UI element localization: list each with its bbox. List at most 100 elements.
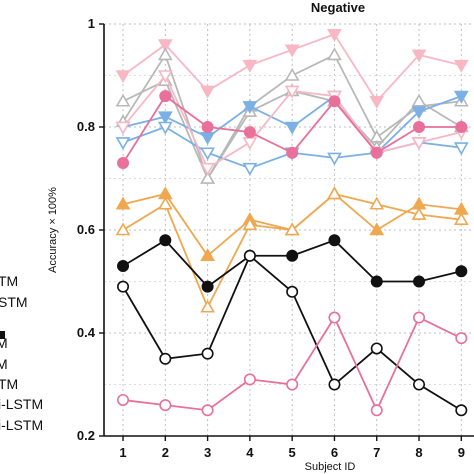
x-tick-label-9: 9 xyxy=(458,445,465,460)
data-point-10-1 xyxy=(117,260,130,273)
y-tick-label-4: 0.8 xyxy=(77,119,95,134)
data-point-7-5 xyxy=(286,146,299,159)
y-tick-label-1: 0.2 xyxy=(77,428,95,443)
data-point-12-5 xyxy=(286,378,299,391)
legend-entry-7: i-LSTM xyxy=(0,417,43,433)
data-point-1-7 xyxy=(369,95,385,109)
x-tick-label-8: 8 xyxy=(415,445,422,460)
data-point-8-1 xyxy=(115,196,131,210)
data-point-2-2 xyxy=(157,47,173,61)
data-point-5-1 xyxy=(115,137,131,151)
data-point-5-2 xyxy=(157,121,173,135)
data-point-11-4 xyxy=(243,249,256,262)
data-point-7-9 xyxy=(455,121,468,134)
series-7 xyxy=(117,90,468,170)
x-tick-label-2: 2 xyxy=(162,445,169,460)
data-point-7-6 xyxy=(328,95,341,108)
data-point-7-3 xyxy=(201,121,214,134)
data-point-9-8 xyxy=(411,206,427,220)
data-point-11-9 xyxy=(455,404,468,417)
x-tick-label-4: 4 xyxy=(246,445,254,460)
data-point-7-1 xyxy=(117,157,130,170)
series-9 xyxy=(115,186,469,313)
data-point-10-5 xyxy=(286,249,299,262)
data-point-4-4 xyxy=(242,101,258,115)
y-tick-label-2: 0.4 xyxy=(77,325,96,340)
data-point-9-6 xyxy=(327,186,342,200)
legend-entry-3: M xyxy=(0,335,8,351)
series-line-12 xyxy=(122,315,462,413)
data-point-10-8 xyxy=(413,275,426,288)
data-point-4-9 xyxy=(453,90,469,104)
axes: 0.2 0.4 0.6 0.8 1 1 2 3 4 5 6 7 8 9 xyxy=(77,16,474,460)
data-point-3-3 xyxy=(200,170,215,184)
data-point-1-6 xyxy=(327,28,342,42)
y-axis-label: Accuracy × 100% xyxy=(47,187,59,273)
legend-entry-2: STM xyxy=(0,294,28,310)
data-point-4-8 xyxy=(411,106,427,120)
data-point-10-9 xyxy=(455,265,468,278)
data-point-1-9 xyxy=(453,59,469,73)
x-tick-label-3: 3 xyxy=(204,445,211,460)
data-point-9-9 xyxy=(453,212,469,225)
data-point-12-4 xyxy=(243,373,256,386)
data-point-5-9 xyxy=(453,142,469,156)
y-tick-label-3: 0.6 xyxy=(77,222,95,237)
data-point-12-1 xyxy=(117,393,130,406)
data-point-9-1 xyxy=(115,222,131,236)
data-point-6-1 xyxy=(115,121,131,135)
data-point-1-5 xyxy=(284,44,300,58)
data-point-12-9 xyxy=(455,332,468,345)
data-point-3-1 xyxy=(115,93,131,107)
series-12 xyxy=(117,311,468,417)
data-point-4-3 xyxy=(200,132,215,145)
data-point-9-3 xyxy=(200,299,215,313)
legend-entry-1: TM xyxy=(0,273,18,289)
data-point-12-2 xyxy=(159,399,172,412)
legend-entry-4: M xyxy=(0,356,8,372)
y-tick-label-5: 1 xyxy=(88,16,95,31)
data-point-6-5 xyxy=(284,85,300,99)
data-point-1-4 xyxy=(242,59,258,73)
data-point-6-8 xyxy=(411,137,427,151)
data-point-10-3 xyxy=(201,280,214,293)
x-axis-label: Subject ID xyxy=(305,461,356,473)
data-point-6-2 xyxy=(157,70,173,84)
legend-entry-5: TM xyxy=(0,376,18,392)
x-tick-label-7: 7 xyxy=(373,445,380,460)
data-point-2-5 xyxy=(284,67,300,81)
data-point-10-2 xyxy=(159,234,172,247)
data-point-1-1 xyxy=(115,70,131,84)
data-point-9-5 xyxy=(284,222,300,236)
data-point-1-2 xyxy=(157,39,173,53)
data-point-7-2 xyxy=(159,90,172,103)
data-point-11-8 xyxy=(413,378,426,391)
x-tick-label-5: 5 xyxy=(289,445,296,460)
data-point-11-3 xyxy=(201,347,214,360)
data-point-12-7 xyxy=(370,404,383,417)
data-point-3-8 xyxy=(411,93,427,107)
data-point-8-3 xyxy=(200,248,215,262)
data-point-11-5 xyxy=(286,285,299,298)
data-point-9-7 xyxy=(369,196,385,210)
series-group xyxy=(115,28,469,417)
data-point-11-1 xyxy=(117,280,130,293)
data-point-12-8 xyxy=(413,311,426,324)
data-point-4-2 xyxy=(157,111,173,125)
data-point-1-8 xyxy=(411,49,427,63)
data-point-6-3 xyxy=(200,162,215,176)
chart-title: Negative xyxy=(311,0,365,15)
series-1 xyxy=(115,28,469,109)
data-point-10-6 xyxy=(328,234,341,247)
data-point-12-3 xyxy=(201,404,214,417)
data-point-11-7 xyxy=(370,342,383,355)
data-point-12-6 xyxy=(328,311,341,324)
data-point-7-7 xyxy=(370,146,383,159)
data-point-5-6 xyxy=(327,152,342,166)
data-point-10-7 xyxy=(370,275,383,288)
data-point-11-2 xyxy=(159,352,172,365)
x-tick-label-6: 6 xyxy=(331,445,338,460)
x-tick-label-1: 1 xyxy=(119,445,126,460)
data-point-1-3 xyxy=(200,85,215,99)
